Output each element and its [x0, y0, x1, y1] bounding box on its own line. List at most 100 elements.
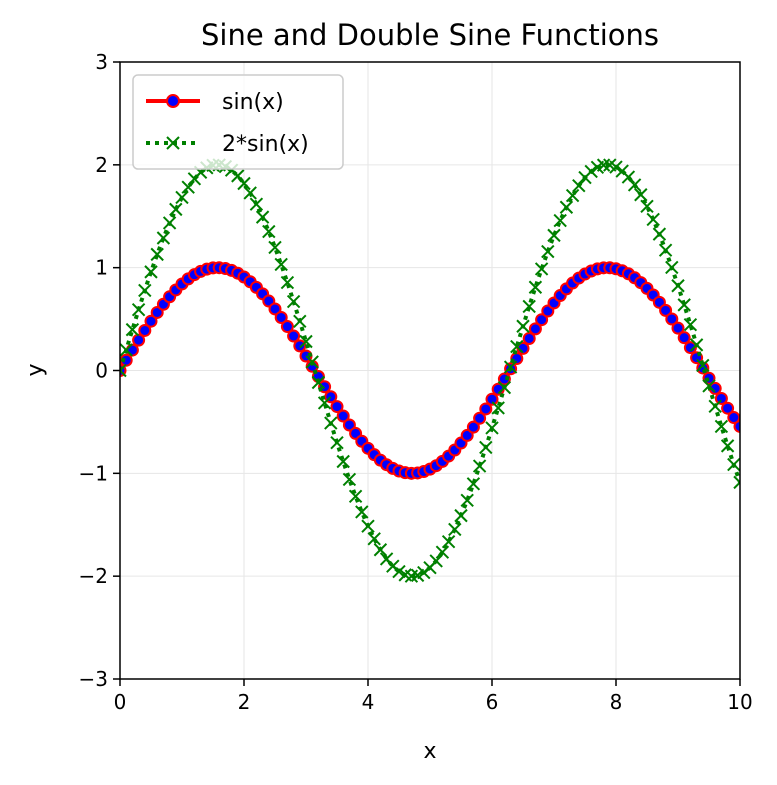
point-1-69 — [541, 244, 555, 259]
point-1-93 — [689, 338, 704, 352]
legend-marker-sin — [166, 94, 180, 108]
point-1-10 — [175, 190, 189, 205]
y-tick-label-5: 2 — [95, 153, 108, 177]
point-1-99 — [727, 457, 740, 472]
point-1-42 — [373, 543, 388, 557]
y-tick-label-1: −2 — [79, 564, 108, 588]
point-1-8 — [162, 216, 177, 230]
point-1-7 — [156, 231, 171, 245]
x-axis-label: x — [423, 739, 436, 764]
x-tick-label-1: 2 — [238, 690, 251, 714]
point-1-45 — [392, 564, 406, 579]
point-1-68 — [534, 262, 549, 276]
point-1-21 — [243, 186, 257, 200]
point-1-6 — [150, 247, 164, 262]
point-1-73 — [565, 188, 580, 203]
y-tick-label-2: −1 — [79, 461, 108, 485]
point-1-83 — [627, 178, 642, 192]
point-1-94 — [696, 358, 710, 373]
y-axis: −3 −2 −1 0 1 2 3 — [79, 50, 120, 691]
point-1-35 — [330, 435, 344, 450]
x-axis: 0 2 4 6 8 10 — [114, 679, 753, 714]
point-1-56 — [460, 493, 474, 508]
point-1-86 — [646, 212, 660, 227]
point-1-57 — [466, 477, 481, 491]
point-0-59 — [479, 402, 493, 416]
point-0-66 — [522, 331, 536, 345]
y-tick-label-3: 0 — [95, 359, 108, 383]
point-1-66 — [522, 299, 536, 314]
point-0-27 — [280, 320, 294, 334]
legend-box — [132, 74, 344, 170]
point-0-35 — [330, 400, 344, 414]
point-1-5 — [144, 265, 158, 279]
point-1-0 — [120, 363, 127, 378]
y-tick-label-4: 1 — [95, 256, 108, 280]
point-0-56 — [460, 428, 474, 442]
point-0-25 — [268, 302, 282, 316]
point-0-91 — [677, 331, 691, 345]
point-1-55 — [454, 508, 468, 523]
series-1 — [120, 158, 740, 583]
point-0-36 — [336, 409, 350, 423]
point-1-23 — [255, 210, 270, 224]
point-1-60 — [485, 421, 499, 435]
point-0-88 — [659, 303, 673, 317]
point-1-27 — [280, 275, 295, 290]
point-1-70 — [547, 228, 561, 243]
point-1-91 — [677, 298, 691, 312]
point-1-62 — [497, 380, 512, 395]
point-1-26 — [274, 257, 288, 272]
point-1-39 — [355, 505, 369, 519]
point-1-58 — [472, 459, 487, 473]
point-1-82 — [621, 170, 636, 184]
point-1-78 — [596, 158, 611, 172]
point-0-68 — [535, 313, 549, 327]
x-tick-label-0: 0 — [114, 690, 127, 714]
point-1-64 — [510, 339, 524, 354]
y-tick-label-0: −3 — [79, 667, 108, 691]
point-1-90 — [671, 279, 685, 293]
legend: sin(x) 2*sin(x) — [132, 74, 344, 170]
point-0-89 — [665, 312, 679, 326]
point-1-37 — [342, 472, 357, 487]
point-1-63 — [503, 360, 518, 374]
x-tick-label-3: 6 — [486, 690, 499, 714]
point-1-2 — [125, 322, 140, 337]
point-1-84 — [634, 188, 648, 202]
point-1-80 — [609, 160, 623, 174]
point-0-29 — [293, 339, 307, 353]
point-1-72 — [559, 200, 574, 214]
point-1-98 — [720, 439, 735, 453]
point-1-1 — [120, 343, 133, 357]
point-1-30 — [299, 334, 313, 349]
chart-title: Sine and Double Sine Functions — [201, 18, 659, 52]
point-0-67 — [528, 322, 542, 336]
point-1-51 — [429, 554, 443, 568]
point-1-40 — [361, 519, 375, 533]
point-1-29 — [293, 314, 307, 329]
point-0-97 — [714, 391, 728, 405]
point-1-53 — [441, 534, 456, 549]
point-0-98 — [721, 401, 735, 415]
point-0-60 — [485, 392, 499, 406]
point-1-34 — [324, 416, 338, 430]
point-1-3 — [131, 303, 146, 317]
point-1-11 — [181, 180, 195, 194]
plot-area — [120, 158, 740, 583]
point-1-52 — [435, 545, 450, 559]
point-1-41 — [367, 532, 381, 546]
point-0-4 — [138, 323, 152, 337]
point-1-9 — [169, 202, 183, 217]
point-0-5 — [144, 314, 158, 328]
point-1-85 — [640, 199, 654, 213]
point-1-24 — [262, 224, 276, 239]
point-1-89 — [665, 260, 679, 275]
point-0-58 — [473, 411, 487, 425]
point-1-92 — [683, 317, 698, 332]
point-1-54 — [448, 522, 462, 537]
point-1-36 — [336, 454, 350, 469]
point-0-26 — [274, 310, 288, 324]
